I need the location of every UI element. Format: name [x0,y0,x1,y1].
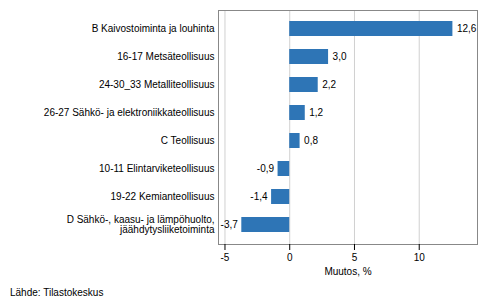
svg-text:12,6: 12,6 [457,23,477,34]
html-text:Lähde: Tilastokeskus: Lähde: Tilastokeskus [10,287,104,298]
svg-text:Muutos, %: Muutos, % [324,266,371,277]
svg-text:10-11 Elintarviketeollisuus: 10-11 Elintarviketeollisuus [99,163,214,174]
svg-text:24-30_33 Metalliteollisuus: 24-30_33 Metalliteollisuus [99,79,215,90]
svg-text:5: 5 [352,252,358,263]
svg-text:26-27 Sähkö- ja elektroniikkat: 26-27 Sähkö- ja elektroniikkateollisuus [44,107,215,118]
svg-text:-1,4: -1,4 [250,191,268,202]
svg-text:1,2: 1,2 [309,107,323,118]
svg-text:0,8: 0,8 [304,135,318,146]
svg-text:B Kaivostoiminta ja louhinta: B Kaivostoiminta ja louhinta [92,23,215,34]
svg-text:-0,9: -0,9 [257,163,275,174]
svg-text:-3,7: -3,7 [221,219,239,230]
svg-text:0: 0 [287,252,293,263]
svg-text:D Sähkö-, kaasu- ja lämpöhuolt: D Sähkö-, kaasu- ja lämpöhuolto,jäähdyty… [67,214,215,235]
svg-text:-5: -5 [221,252,230,263]
svg-text:16-17 Metsäteollisuus: 16-17 Metsäteollisuus [117,51,214,62]
svg-text:2,2: 2,2 [322,79,336,90]
svg-text:19-22 Kemianteollisuus: 19-22 Kemianteollisuus [111,191,215,202]
svg-text:10: 10 [414,252,426,263]
svg-text:3,0: 3,0 [333,51,347,62]
svg-text:C Teollisuus: C Teollisuus [161,135,215,146]
